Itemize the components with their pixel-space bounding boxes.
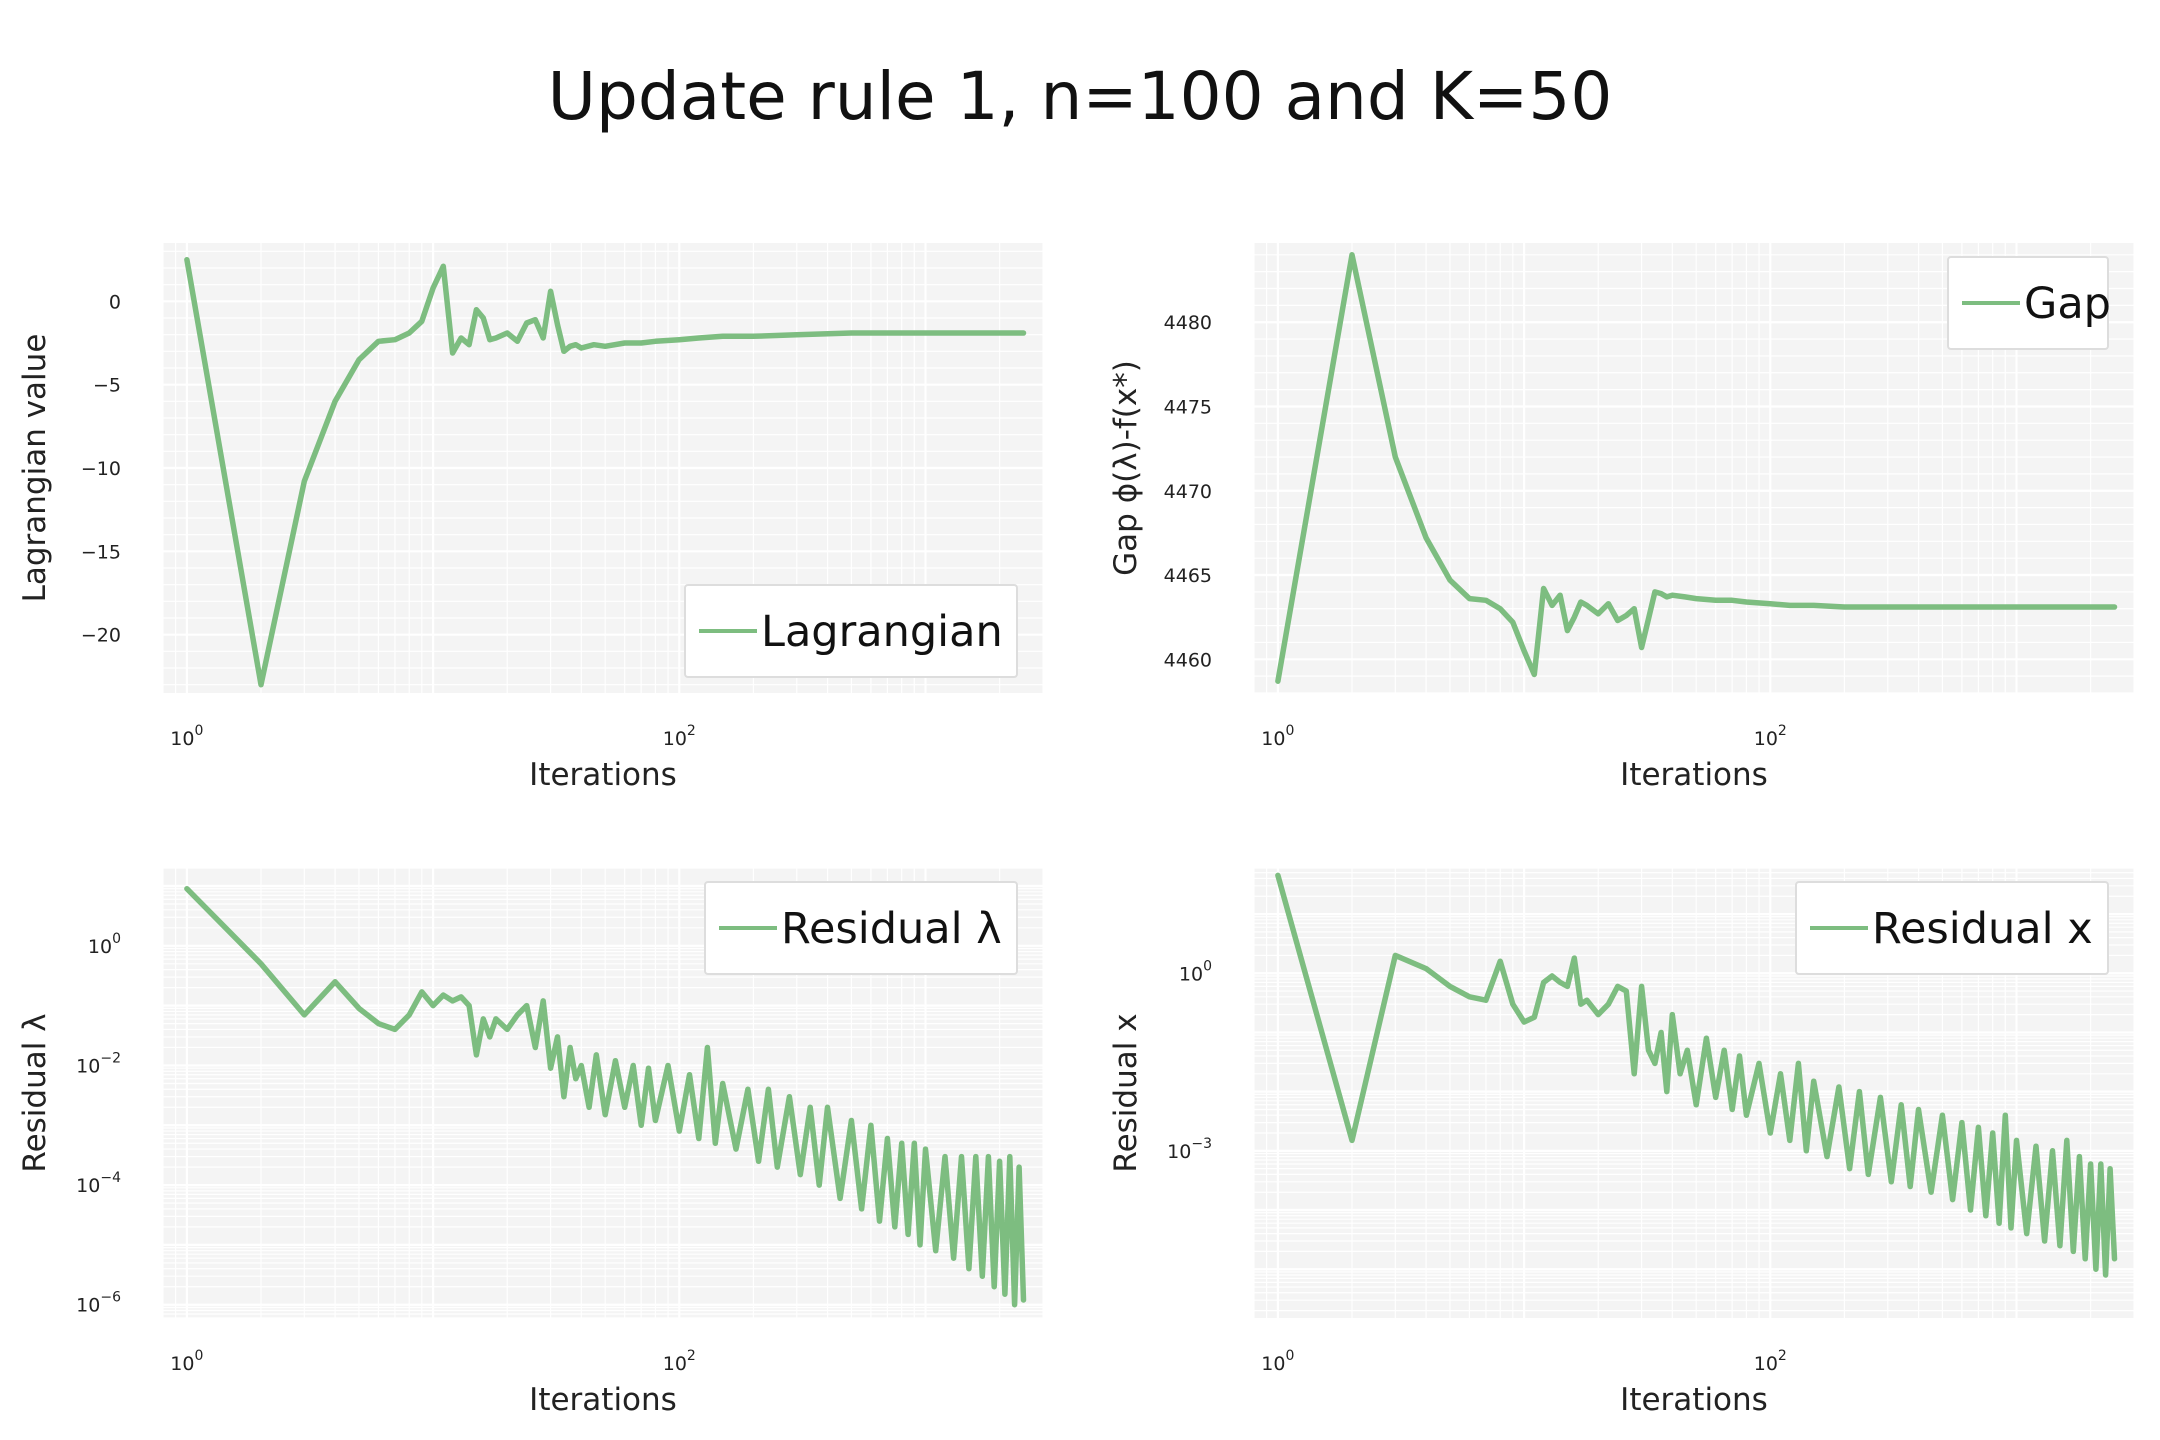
legend: Residual λ xyxy=(704,881,1018,975)
y-tick-label: −5 xyxy=(93,375,121,397)
figure-title: Update rule 1, n=100 and K=50 xyxy=(547,58,1613,135)
series-line-residual xyxy=(184,885,1027,1308)
y-tick-label: 4475 xyxy=(1164,396,1212,418)
y-tick-label: −10 xyxy=(81,458,121,480)
legend-label: Residual λ xyxy=(781,904,1002,954)
y-tick-label: 10−6 xyxy=(76,1290,121,1317)
x-tick-label: 100 xyxy=(1261,723,1294,750)
legend-box xyxy=(1947,256,2109,350)
y-axis-label: Lagrangian value xyxy=(17,334,53,603)
y-tick-label: 4465 xyxy=(1164,565,1212,587)
y-tick-label: 0 xyxy=(109,291,121,313)
y-tick-label: 100 xyxy=(1179,958,1212,985)
x-axis-label: Iterations xyxy=(529,1382,677,1418)
legend-label: Residual x xyxy=(1872,904,2093,954)
chart-panel-3: 100 102 100 10−3 Iterations Residual x Residua… xyxy=(1108,867,2135,1418)
x-axis-label: Iterations xyxy=(1620,757,1768,793)
legend-label: Gap xyxy=(2024,279,2111,329)
y-axis-label: Residual x xyxy=(1108,1013,1144,1172)
series-line-lagrangian xyxy=(184,256,1027,688)
legend-label: Lagrangian xyxy=(761,607,1003,657)
chart-panel-2: 100 102 100 10−2 10−4 10−6 Iterations Residual … xyxy=(17,867,1044,1418)
y-axis-label: Residual λ xyxy=(17,1013,53,1172)
y-tick-label: 100 xyxy=(88,931,121,958)
legend: Residual x xyxy=(1795,881,2109,975)
x-tick-label: 100 xyxy=(1261,1348,1294,1375)
y-axis-label: Gap ϕ(λ)-f(x*) xyxy=(1108,360,1144,576)
y-tick-label: −20 xyxy=(81,625,121,647)
x-tick-label: 100 xyxy=(170,723,203,750)
y-tick-label: 4480 xyxy=(1164,312,1212,334)
series-line-residual-x xyxy=(1275,872,2118,1278)
x-tick-label: 100 xyxy=(170,1348,203,1375)
x-tick-label: 102 xyxy=(663,1348,696,1375)
y-tick-label: 10−2 xyxy=(76,1050,121,1077)
y-tick-label: −15 xyxy=(81,541,121,563)
chart-panel-0: 100 102 0 −5 −10 −15 −20 Iterations Lagrangian v… xyxy=(17,243,1044,793)
y-tick-label: 4470 xyxy=(1164,481,1212,503)
legend-box xyxy=(684,584,1018,678)
grid-lines xyxy=(162,867,1044,1319)
x-axis-label: Iterations xyxy=(1620,1382,1768,1418)
y-tick-label: 4460 xyxy=(1164,649,1212,671)
x-tick-label: 102 xyxy=(1754,723,1787,750)
legend-box xyxy=(704,881,1018,975)
legend-box xyxy=(1795,881,2109,975)
x-tick-label: 102 xyxy=(663,723,696,750)
grid-lines xyxy=(1253,867,2135,1318)
chart-panel-1: 100 102 4460 4465 4470 4475 4480 Iterations Gap … xyxy=(1108,243,2135,793)
x-axis-label: Iterations xyxy=(529,757,677,793)
legend: Lagrangian xyxy=(684,584,1018,678)
series-line-gap xyxy=(1275,252,2118,684)
x-tick-label: 102 xyxy=(1754,1348,1787,1375)
y-tick-label: 10−4 xyxy=(76,1170,121,1197)
y-tick-label: 10−3 xyxy=(1167,1136,1212,1163)
legend: Gap xyxy=(1947,256,2111,350)
